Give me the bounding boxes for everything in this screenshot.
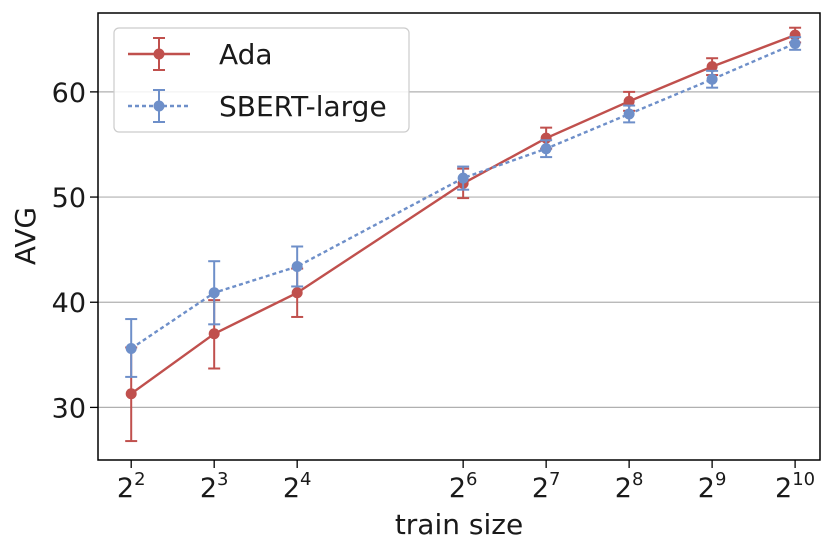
data-point [457, 172, 469, 184]
y-axis-title: AVG [9, 207, 42, 265]
legend-entry: Ada [128, 37, 273, 71]
x-tick-label: 24 [283, 469, 312, 504]
data-point [623, 108, 635, 120]
data-point [540, 143, 552, 155]
legend-label: Ada [219, 38, 273, 71]
legend-entry: SBERT-large [128, 89, 387, 123]
series-line [130, 42, 796, 350]
x-tick-exponent: 9 [715, 469, 726, 490]
data-point [208, 328, 220, 340]
x-tick-label: 29 [698, 469, 727, 504]
x-tick-base: 2 [117, 473, 134, 504]
x-tick-label: 22 [117, 469, 146, 504]
y-tick-label: 60 [52, 78, 86, 109]
data-point [208, 287, 220, 299]
x-tick-exponent: 2 [134, 469, 145, 490]
x-tick-exponent: 7 [549, 469, 560, 490]
legend-marker [153, 100, 165, 112]
x-tick-exponent: 8 [632, 469, 643, 490]
gridlines [98, 91, 820, 409]
x-tick-exponent: 10 [792, 469, 815, 490]
x-tick-label: 26 [449, 469, 478, 504]
legend-entries: Ada SBERT-large [128, 37, 387, 123]
x-tick-base: 2 [449, 473, 466, 504]
x-tick-label: 23 [200, 469, 229, 504]
y-tick-label: 30 [52, 393, 86, 424]
series-line [130, 33, 796, 395]
x-tick-base: 2 [200, 473, 217, 504]
x-tick-exponent: 3 [217, 469, 228, 490]
x-tick-exponent: 6 [466, 469, 477, 490]
data-point [789, 38, 801, 50]
x-tick-label: 28 [615, 469, 644, 504]
y-tick-label: 40 [52, 288, 86, 319]
x-axis-ticks: 22 23 24 26 27 28 29 210 [117, 460, 815, 504]
x-tick-base: 2 [283, 473, 300, 504]
x-tick-base: 2 [615, 473, 632, 504]
x-tick-base: 2 [698, 473, 715, 504]
x-tick-base: 2 [775, 473, 792, 504]
y-axis-ticks: 30 40 50 60 [52, 78, 98, 424]
data-point [291, 260, 303, 272]
data-point [706, 73, 718, 85]
legend-label: SBERT-large [219, 90, 387, 123]
data-point [706, 61, 718, 73]
data-point [125, 343, 137, 355]
legend-marker [153, 48, 165, 60]
plot-frame [97, 12, 821, 461]
x-axis-title: train size [395, 508, 523, 541]
x-tick-label: 27 [532, 469, 561, 504]
series-layer [125, 26, 802, 443]
legend: Ada SBERT-large [113, 27, 410, 133]
x-tick-label: 210 [775, 469, 815, 504]
data-point [623, 95, 635, 107]
x-tick-base: 2 [532, 473, 549, 504]
data-point [291, 287, 303, 299]
y-tick-label: 50 [52, 183, 86, 214]
x-tick-exponent: 4 [300, 469, 311, 490]
series-sbert-large [125, 36, 802, 378]
data-point [125, 388, 137, 400]
